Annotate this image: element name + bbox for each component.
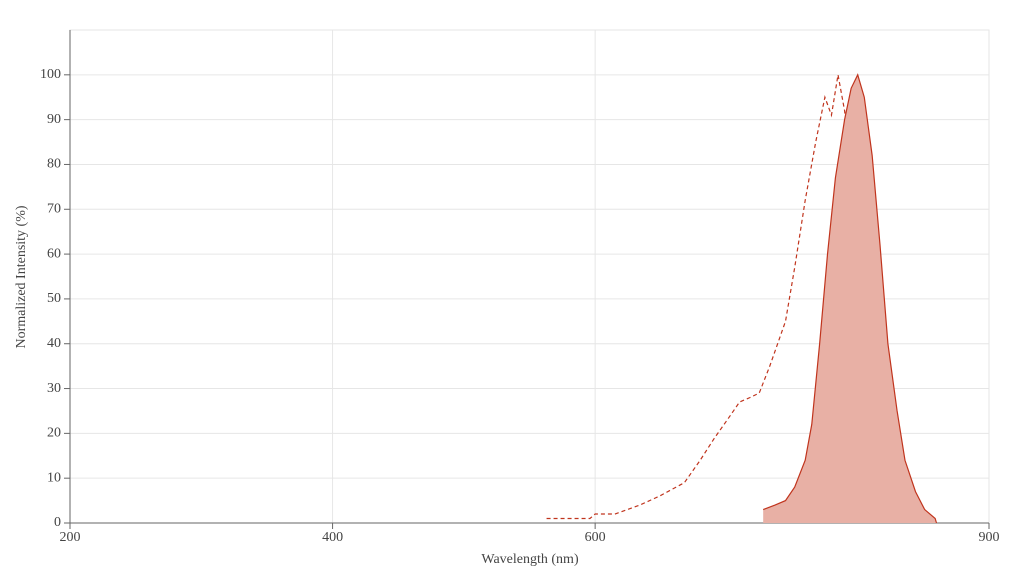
line [762,73,938,524]
x-axis-label: Wavelength (nm) [481,552,579,567]
y-tick-label: 60 [47,246,61,261]
x-tick-label: 200 [60,530,81,545]
y-axis-label: Normalized Intensity (%) [14,205,29,348]
y-tick-label: 90 [47,112,61,127]
y-tick-label: 10 [47,470,61,485]
y-tick-label: 80 [47,157,61,172]
y-tick-label: 70 [47,201,61,216]
y-tick-label: 0 [54,515,61,530]
y-tick-label: 30 [47,381,61,396]
x-tick-label: 900 [979,530,1000,545]
y-tick-label: 40 [47,336,61,351]
area [763,74,937,524]
x-tick-label: 600 [585,530,606,545]
x-tick-label: 400 [322,530,343,545]
y-tick-label: 100 [40,67,61,82]
y-tick-label: 20 [47,426,61,441]
y-tick-label: 50 [47,291,61,306]
